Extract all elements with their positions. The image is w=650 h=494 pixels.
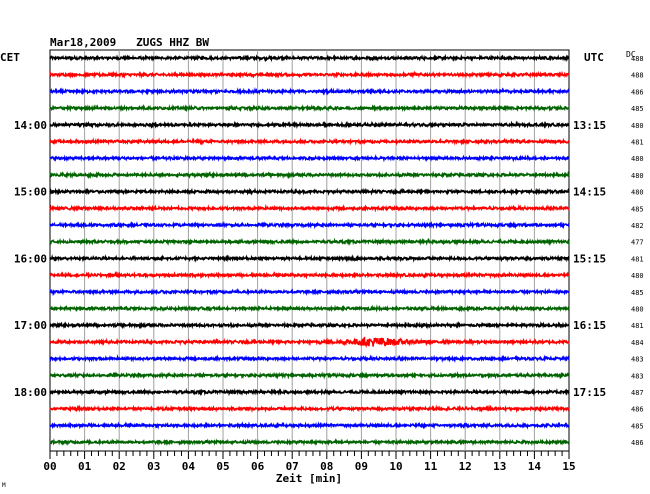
trace-row-10 [49,220,570,230]
dc-offset-label: 488 [631,72,644,80]
x-tick-label: 14 [528,460,542,473]
dc-offset-label: 481 [631,255,644,263]
x-tick-label: 10 [389,460,402,473]
dc-offset-label: 477 [631,239,644,247]
trace-lines [49,53,570,447]
trace-row-20 [49,387,570,397]
dc-offset-label: 480 [631,172,644,180]
trace-row-0 [49,53,570,63]
dc-offset-label: 487 [631,389,644,397]
trace-row-2 [49,86,570,96]
trace-row-1 [49,70,570,79]
corner-mark: M [2,482,6,489]
trace-row-19 [49,370,570,380]
minute-gridlines [84,50,535,451]
trace-row-4 [49,120,570,130]
trace-row-6 [49,154,570,163]
left-hour-label: 17:00 [14,319,47,332]
dc-offset-label: 486 [631,439,644,447]
dc-offset-label: 483 [631,372,644,380]
x-tick-label: 12 [459,460,472,473]
dc-offset-label: 486 [631,406,644,414]
dc-offset-label: 482 [631,222,644,230]
right-hour-label: 15:15 [573,252,606,265]
left-hour-label: 16:00 [14,252,47,265]
left-timezone-label: CET [0,51,20,64]
trace-row-14 [49,287,570,297]
trace-row-11 [49,237,570,247]
x-tick-label: 15 [562,460,575,473]
left-hour-label: 15:00 [14,186,47,199]
dc-offset-label: 480 [631,306,644,314]
trace-row-7 [49,170,570,180]
dc-header: DC [626,50,636,59]
x-tick-label: 08 [320,460,333,473]
right-hour-label: 17:15 [573,386,606,399]
left-hour-label: 18:00 [14,386,47,399]
trace-row-12 [49,254,570,263]
chart-title: Mar18,2009 ZUGS HHZ BW [50,36,209,49]
x-tick-label: 05 [216,460,229,473]
trace-row-5 [49,137,570,146]
right-hour-label: 16:15 [573,319,606,332]
trace-row-3 [49,103,570,113]
plot-frame [49,49,570,452]
x-tick-label: 09 [355,460,368,473]
x-tick-label: 00 [43,460,56,473]
dc-offset-label: 485 [631,105,644,113]
dc-offset-label: 485 [631,422,644,430]
hour-labels: 14:00 15:00 16:00 17:00 18:00 13:15 14:15 15:15… [14,119,606,399]
x-tick-label: 06 [251,460,265,473]
dc-offset-label: 488 [631,55,644,63]
x-tick-label: 04 [182,460,196,473]
trace-row-9 [49,203,570,213]
trace-row-13 [49,270,570,280]
trace-row-15 [49,304,570,313]
dc-offset-label: 481 [631,139,644,147]
x-tick-label: 01 [78,460,92,473]
dc-offset-label: 480 [631,122,644,130]
trace-row-8 [49,187,570,196]
x-axis-label: Zeit [min] [276,472,342,485]
trace-row-22 [49,421,570,430]
x-tick-label: 13 [493,460,506,473]
dc-offset-label: 484 [631,339,644,347]
trace-row-21 [49,404,570,414]
right-hour-label: 14:15 [573,186,606,199]
dc-offset-label: 483 [631,356,644,364]
left-hour-label: 14:00 [14,119,47,132]
right-timezone-label: UTC [584,51,604,64]
x-tick-label: 03 [147,460,160,473]
trace-row-16 [49,320,570,330]
dc-offset-label: 480 [631,272,644,280]
dc-offset-label: 485 [631,289,644,297]
trace-row-17 [49,336,570,349]
dc-offset-label: 485 [631,205,644,213]
x-axis: 00 01 02 03 04 05 06 07 08 09 10 11 12 13 14 15 [43,451,576,473]
dc-offset-labels: 488 488 486 485 480 481 480 480 480 485 482 477 481 4… [631,55,644,447]
x-tick-label: 02 [113,460,126,473]
dc-offset-label: 480 [631,155,644,163]
right-hour-label: 13:15 [573,119,606,132]
trace-row-18 [49,354,570,364]
dc-offset-label: 480 [631,189,644,197]
x-tick-label: 11 [424,460,438,473]
trace-row-23 [49,437,570,447]
dc-offset-label: 486 [631,88,644,96]
dc-offset-label: 481 [631,322,644,330]
x-tick-label: 07 [286,460,299,473]
